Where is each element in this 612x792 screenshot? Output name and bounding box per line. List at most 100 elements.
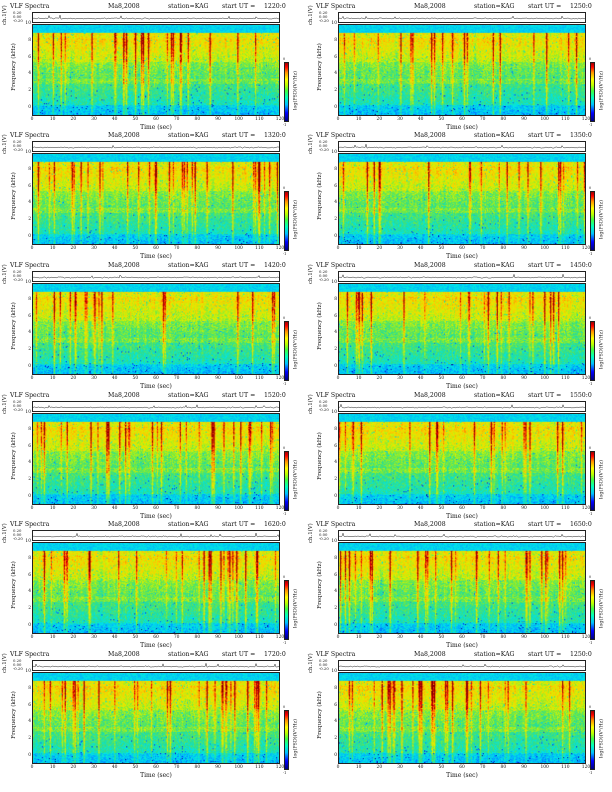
waveform-tick: 0.20 [13,658,22,663]
time-tick: 40 [111,635,118,640]
time-tick: 100 [234,376,243,381]
waveform-plot [338,141,587,152]
time-tick: 20 [376,246,383,251]
freq-tick: 8 [28,37,31,43]
freq-tick: 10 [331,150,337,155]
waveform-trace [339,143,587,149]
waveform-tick: -0.20 [319,536,329,541]
colorbar-tick: -1 [589,382,593,386]
time-tick: 50 [132,117,139,122]
waveform-axis-label: ch.1(V) [308,264,314,284]
time-tick: 60 [459,376,465,381]
freq-axis-label-box: Frequency (kHz) [310,672,330,764]
time-tick: 120 [581,376,591,381]
panel-start-time: 1250:0 [570,3,592,10]
time-tick: 20 [70,117,77,122]
freq-tick: 10 [25,280,31,285]
freq-axis-label: Frequency (kHz) [317,172,323,220]
time-tick: 100 [234,117,243,122]
spectrogram-plot [32,672,280,764]
colorbar-tick: 0 [589,575,592,579]
time-tick: 60 [153,246,159,251]
time-tick: 90 [521,376,527,381]
spectrogram-plot [32,413,280,505]
time-tick: 40 [111,376,118,381]
freq-tick: 4 [28,200,31,206]
freq-tick: 6 [334,702,337,708]
colorbar-label: log(PSD)(V²/Hz) [599,718,605,759]
freq-tick: 8 [28,555,31,561]
panel-start-label: start UT = [528,392,562,399]
time-axis-label: Time (sec) [446,772,478,779]
waveform-tick: 0.20 [319,658,328,663]
time-tick: 50 [132,506,139,511]
panel-station: station=KAG [474,262,515,269]
spectrogram-image [339,543,585,633]
panel-header: VLF Spectra Ma8,2008 station=KAG start UT =… [316,391,606,401]
colorbar [590,62,595,122]
waveform-plot [338,401,587,412]
waveform-tick: 0.00 [13,14,22,19]
panel-header: VLF Spectra Ma8,2008 station=KAG start UT =… [10,520,300,530]
panel-header: VLF Spectra Ma8,2008 station=KAG start UT =… [10,261,300,271]
time-tick: 10 [355,246,362,251]
time-tick: 70 [173,376,180,381]
waveform-tick: 0.20 [319,528,328,533]
time-tick: 80 [500,765,507,770]
panel-header: VLF Spectra Ma8,2008 station=KAG start UT =… [316,131,606,141]
time-tick: 110 [255,376,264,381]
colorbar-label: log(PSD)(V²/Hz) [599,329,605,370]
time-axis-label: Time (sec) [446,642,478,649]
panel-title: VLF Spectra [316,3,356,10]
waveform-tick: 0.20 [13,528,22,533]
freq-axis-label: Frequency (kHz) [317,691,323,739]
waveform-trace [33,274,281,279]
time-tick: 60 [153,765,159,770]
time-tick: 100 [234,635,243,640]
freq-tick: 0 [334,623,337,628]
waveform-tick: -0.20 [319,407,329,412]
colorbar-label: log(PSD)(V²/Hz) [599,70,605,111]
colorbar-label-box: log(PSD)(V²/Hz) [596,455,606,507]
waveform-tick: -0.20 [13,666,23,671]
colorbar-label: log(PSD)(V²/Hz) [599,588,605,629]
colorbar-tick: -1 [589,512,593,516]
time-tick: 60 [459,765,465,770]
colorbar-tick: -1 [283,123,287,127]
colorbar-label-box: log(PSD)(V²/Hz) [290,325,300,377]
panel-title: VLF Spectra [10,3,50,10]
time-tick: 80 [500,117,507,122]
time-tick: 80 [500,506,507,511]
panel-date: Ma8,2008 [108,262,140,269]
freq-tick: 10 [331,539,337,544]
time-tick: 90 [215,506,221,511]
time-tick: 20 [376,506,383,511]
colorbar-label: log(PSD)(V²/Hz) [599,459,605,500]
colorbar-tick: -1 [589,641,593,645]
colorbar [284,710,289,770]
freq-tick: 0 [334,753,337,758]
spectrogram-panel: VLF Spectra Ma8,2008 station=KAG start UT =… [306,131,608,261]
panel-start-time: 1720:0 [264,651,286,658]
time-tick: 40 [111,117,118,122]
time-tick: 80 [500,246,507,251]
spectrogram-image [33,25,279,115]
time-tick: 30 [397,635,403,640]
time-tick: 50 [438,376,445,381]
colorbar-label: log(PSD)(V²/Hz) [293,70,299,111]
freq-tick: 6 [334,54,337,60]
freq-tick: 2 [334,606,337,612]
panel-title: VLF Spectra [10,132,50,139]
waveform-tick: 0.00 [13,532,22,537]
waveform-plot [32,660,281,671]
freq-tick: 0 [28,623,31,628]
time-tick: 110 [561,376,570,381]
time-tick: 90 [215,765,221,770]
time-tick: 100 [234,246,243,251]
colorbar-tick: 0 [283,446,286,450]
time-tick: 120 [275,246,285,251]
panel-start-label: start UT = [528,262,562,269]
panel-start-time: 1350:0 [570,132,592,139]
freq-axis-label-box: Frequency (kHz) [310,413,330,505]
time-tick: 70 [479,117,486,122]
